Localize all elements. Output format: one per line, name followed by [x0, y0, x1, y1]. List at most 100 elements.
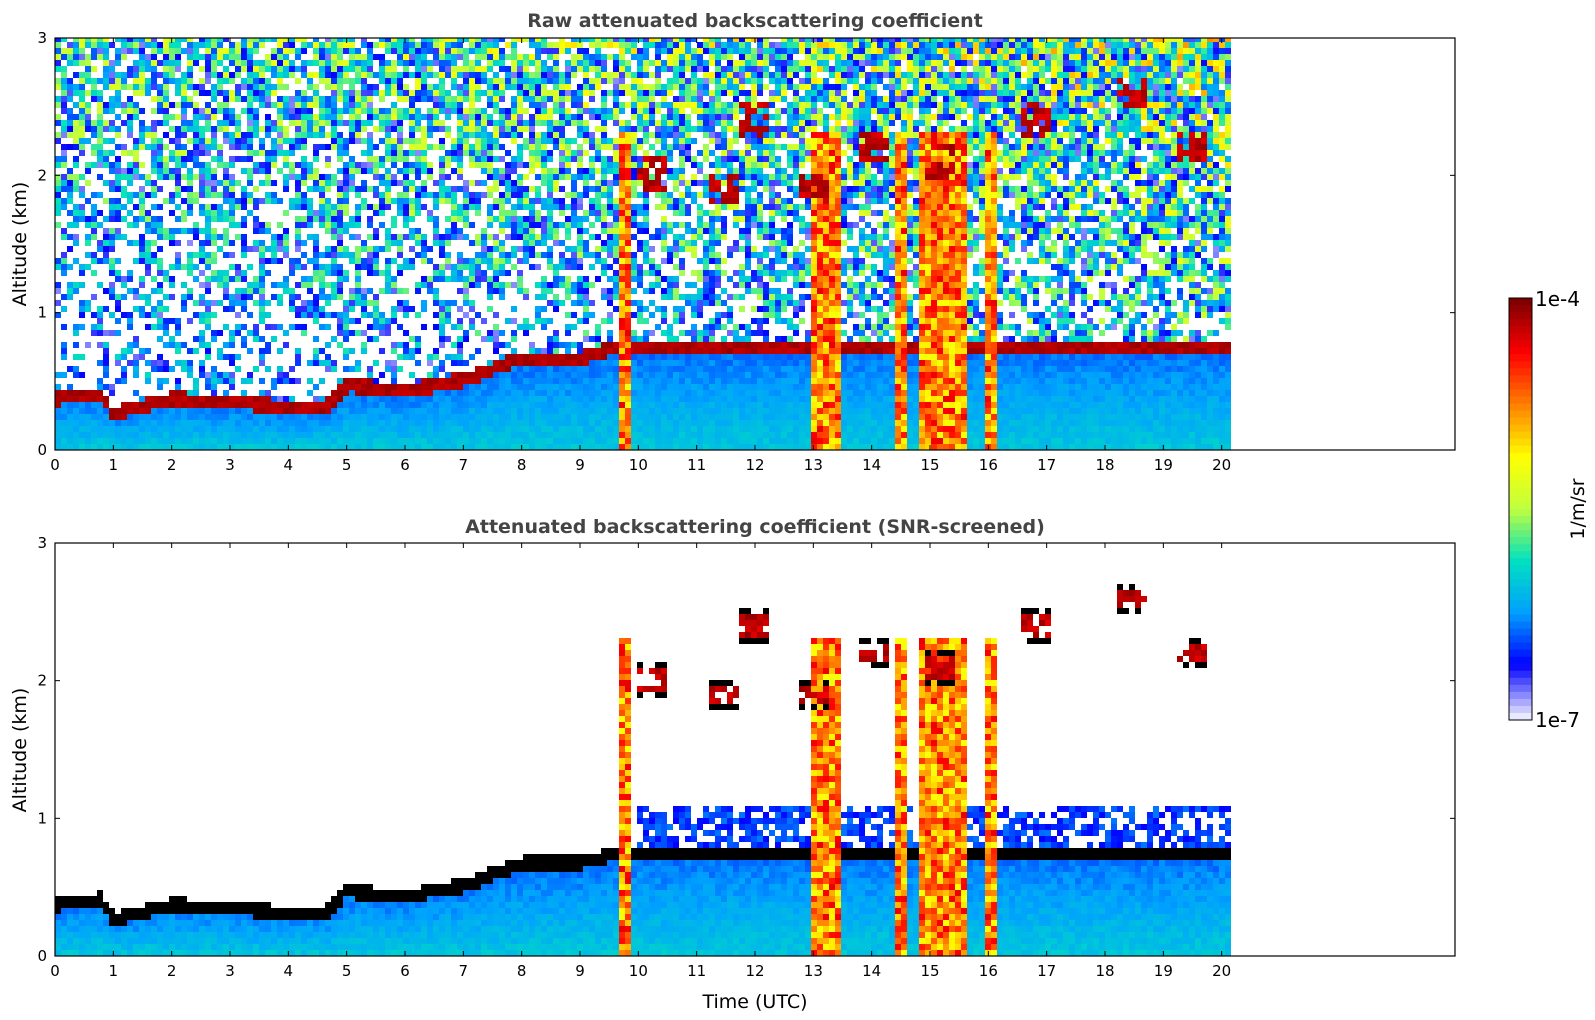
heatmap-cell: [145, 144, 151, 150]
heatmap-cell: [319, 60, 325, 66]
heatmap-cell: [247, 246, 253, 252]
heatmap-cell: [295, 246, 301, 252]
heatmap-cell: [217, 162, 223, 168]
heatmap-cell: [289, 72, 295, 78]
heatmap-cell: [145, 372, 151, 378]
heatmap-cell: [241, 222, 247, 228]
heatmap-cell: [337, 408, 343, 414]
heatmap-cell: [535, 414, 541, 420]
heatmap-cell: [661, 438, 667, 444]
heatmap-cell: [103, 234, 109, 240]
heatmap-cell: [109, 216, 115, 222]
heatmap-cell: [109, 162, 115, 168]
heatmap-cell: [589, 378, 595, 384]
heatmap-cell: [391, 342, 397, 348]
heatmap-cell: [439, 276, 445, 282]
heatmap-cell: [133, 240, 139, 246]
heatmap-cell: [625, 318, 631, 324]
heatmap-cell: [121, 408, 127, 414]
heatmap-cell: [655, 438, 661, 444]
heatmap-cell: [103, 432, 109, 438]
heatmap-cell: [253, 402, 259, 408]
heatmap-cell: [253, 96, 259, 102]
heatmap-cell: [451, 102, 457, 108]
heatmap-cell: [469, 426, 475, 432]
heatmap-cell: [445, 414, 451, 420]
heatmap-cell: [283, 72, 289, 78]
heatmap-cell: [79, 38, 85, 42]
heatmap-cell: [421, 390, 427, 396]
heatmap-cell: [649, 444, 655, 450]
heatmap-cell: [355, 258, 361, 264]
heatmap-cell: [577, 54, 583, 60]
heatmap-cell: [145, 264, 151, 270]
heatmap-cell: [211, 420, 217, 426]
heatmap-cell: [541, 240, 547, 246]
heatmap-cell: [337, 132, 343, 138]
heatmap-cell: [511, 234, 517, 240]
heatmap-cell: [103, 126, 109, 132]
heatmap-cell: [637, 174, 643, 180]
heatmap-cell: [631, 210, 637, 216]
heatmap-cell: [613, 198, 619, 204]
heatmap-cell: [613, 114, 619, 120]
heatmap-cell: [547, 444, 553, 450]
heatmap-cell: [661, 420, 667, 426]
heatmap-cell: [85, 420, 91, 426]
heatmap-cell: [73, 324, 79, 330]
heatmap-cell: [499, 108, 505, 114]
heatmap-cell: [541, 432, 547, 438]
heatmap-cell: [547, 186, 553, 192]
heatmap-cell: [397, 198, 403, 204]
heatmap-cell: [499, 174, 505, 180]
heatmap-cell: [361, 306, 367, 312]
heatmap-cell: [541, 420, 547, 426]
heatmap-cell: [409, 48, 415, 54]
heatmap-cell: [103, 102, 109, 108]
heatmap-cell: [121, 216, 127, 222]
heatmap-cell: [547, 252, 553, 258]
heatmap-cell: [487, 162, 493, 168]
heatmap-cell: [319, 432, 325, 438]
heatmap-cell: [523, 84, 529, 90]
heatmap-cell: [379, 318, 385, 324]
heatmap-cell: [109, 240, 115, 246]
heatmap-cell: [157, 144, 163, 150]
heatmap-cell: [475, 390, 481, 396]
heatmap-cell: [115, 360, 121, 366]
heatmap-cell: [457, 414, 463, 420]
heatmap-cell: [511, 54, 517, 60]
heatmap-cell: [193, 402, 199, 408]
heatmap-cell: [331, 408, 337, 414]
heatmap-cell: [85, 126, 91, 132]
heatmap-cell: [607, 78, 613, 84]
heatmap-cell: [511, 162, 517, 168]
heatmap-cell: [427, 48, 433, 54]
heatmap-cell: [229, 378, 235, 384]
heatmap-cell: [277, 402, 283, 408]
heatmap-cell: [559, 354, 565, 360]
heatmap-cell: [385, 258, 391, 264]
heatmap-cell: [301, 168, 307, 174]
heatmap-cell: [139, 240, 145, 246]
heatmap-cell: [643, 132, 649, 138]
heatmap-cell: [613, 366, 619, 372]
heatmap-cell: [157, 396, 163, 402]
heatmap-cell: [187, 240, 193, 246]
heatmap-cell: [499, 132, 505, 138]
heatmap-cell: [637, 54, 643, 60]
heatmap-cell: [673, 198, 679, 204]
heatmap-cell: [511, 72, 517, 78]
heatmap-cell: [379, 54, 385, 60]
heatmap-cell: [589, 144, 595, 150]
heatmap-cell: [355, 378, 361, 384]
heatmap-cell: [163, 306, 169, 312]
heatmap-cell: [169, 408, 175, 414]
heatmap-cell: [169, 414, 175, 420]
heatmap-cell: [661, 38, 667, 42]
heatmap-cell: [175, 90, 181, 96]
heatmap-cell: [475, 378, 481, 384]
heatmap-cell: [133, 216, 139, 222]
heatmap-cell: [643, 84, 649, 90]
heatmap-cell: [493, 348, 499, 354]
